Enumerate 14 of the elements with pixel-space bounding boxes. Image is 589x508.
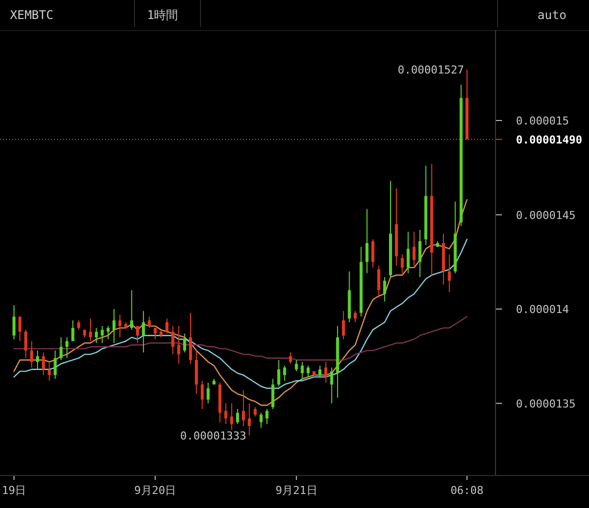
- y-tick-label: 0.000015: [516, 114, 569, 128]
- x-tick-label: 19日: [2, 484, 26, 497]
- low-label: 0.00001333: [180, 429, 246, 442]
- ref-line-label: 0.00001490: [516, 133, 582, 146]
- y-tick-label: 0.0000145: [516, 208, 576, 222]
- title: XEMBTC: [10, 8, 54, 22]
- x-tick-label: 06:08: [450, 484, 484, 497]
- subtitle: 1時間: [147, 8, 178, 22]
- x-tick-label: 9月21日: [275, 484, 318, 497]
- y-tick-label: 0.0000135: [516, 397, 576, 410]
- x-tick-label: 9月20日: [134, 484, 176, 497]
- high-label: 0.00001527: [398, 64, 464, 77]
- toolbar-text: auto: [538, 8, 566, 22]
- y-tick-label: 0.000014: [516, 303, 570, 316]
